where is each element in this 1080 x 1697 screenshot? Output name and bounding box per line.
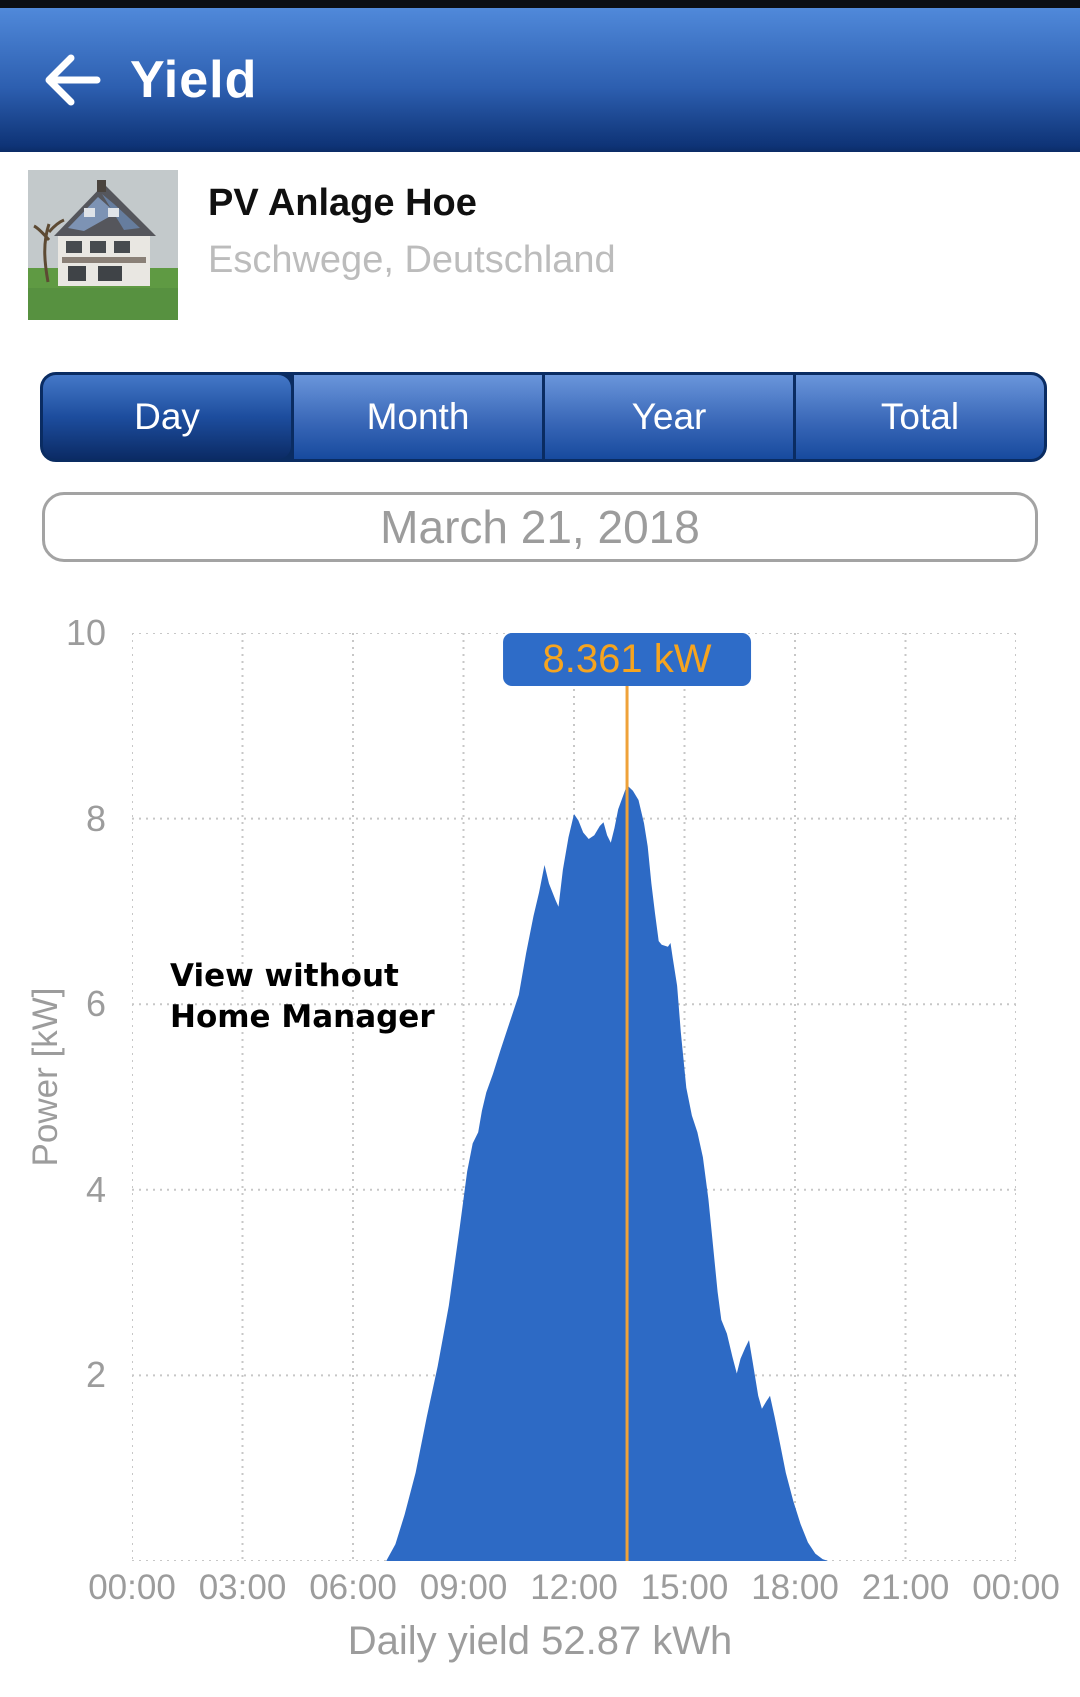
tab-bar: Day Month Year Total [40,372,1047,462]
x-tick-label: 00:00 [972,1568,1060,1607]
y-tick-label: 4 [85,1168,106,1210]
y-tick-label: 8 [85,797,106,839]
page-title: Yield [130,51,258,109]
date-value: March 21, 2018 [380,501,700,553]
power-chart-section: Power [kW] 8.361 kW View without Home Ma… [0,562,1080,1610]
plant-name: PV Anlage Hoe [208,182,477,224]
tab-total[interactable]: Total [796,375,1044,459]
cursor-tooltip [503,633,752,686]
status-bar [0,0,1080,8]
annotation-overlay: View without Home Manager [170,956,435,1038]
cursor-tooltip-value: 8.361 kW [543,637,712,681]
annotation-line2: Home Manager [170,999,435,1035]
plant-card: PV Anlage Hoe Eschwege, Deutschland [28,170,1080,320]
x-tick-label: 06:00 [309,1568,397,1607]
x-tick-label: 12:00 [530,1568,618,1607]
back-button[interactable] [28,37,114,123]
y-tick-label: 10 [65,612,106,653]
y-tick-label: 6 [85,983,106,1025]
tab-month[interactable]: Month [294,375,542,459]
back-arrow-icon [45,54,101,106]
plant-location: Eschwege, Deutschland [208,239,616,281]
x-tick-label: 15:00 [640,1568,729,1607]
y-tick-label: 2 [85,1354,106,1396]
daily-yield-label: Daily yield 52.87 kWh [347,1619,733,1663]
x-tick-label: 21:00 [861,1568,950,1607]
plant-photo [28,170,178,320]
plant-info: PV Anlage Hoe Eschwege, Deutschland [208,170,616,320]
x-tick-label: 03:00 [198,1568,287,1607]
power-area-series [386,785,829,1561]
house-photo-graphic [28,170,178,320]
x-tick-label: 18:00 [751,1568,839,1607]
power-area-chart[interactable]: 8.361 kW [132,633,1016,1561]
app-header: Yield [0,8,1080,152]
annotation-line1: View without [170,958,399,994]
x-tick-label: 00:00 [88,1568,176,1607]
tab-year[interactable]: Year [545,375,793,459]
x-tick-label: 09:00 [419,1568,508,1607]
tab-day[interactable]: Day [43,375,291,459]
date-selector[interactable]: March 21, 2018 [42,492,1038,562]
